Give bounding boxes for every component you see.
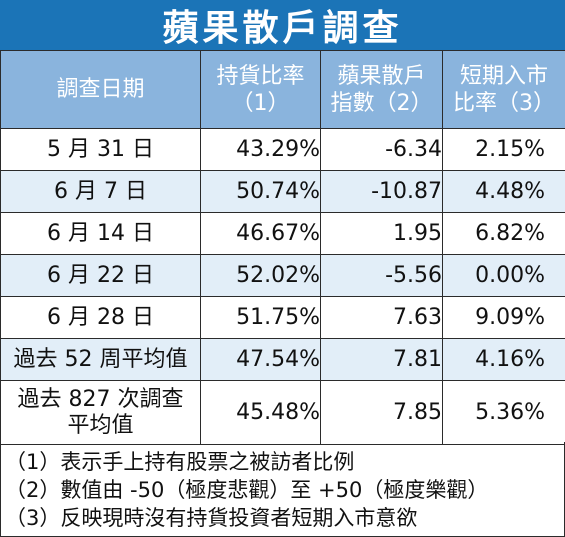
footnotes: （1）表示手上持有股票之被訪者比例 （2）數值由 -50（極度悲觀）至 +50（… — [0, 442, 565, 537]
row-holding: 47.54% — [200, 338, 321, 381]
row-index: 7.85 — [320, 380, 443, 445]
row-holding: 51.75% — [200, 296, 321, 339]
row-holding: 46.67% — [200, 212, 321, 255]
row-date: 6 月 14 日 — [0, 212, 201, 255]
header-holding-ratio: 持貨比率 （1） — [200, 50, 321, 129]
row-index: 7.63 — [320, 296, 443, 339]
header-survey-date: 調查日期 — [0, 50, 201, 129]
footnote: （2）數值由 -50（極度悲觀）至 +50（極度樂觀） — [5, 478, 489, 502]
row-index: -6.34 — [320, 128, 443, 171]
table-row: 5 月 31 日 43.29% -6.34 2.15% — [0, 128, 565, 171]
row-short-term: 6.82% — [442, 212, 565, 255]
header-retail-index: 蘋果散戶 指數（2） — [320, 50, 443, 129]
row-holding: 45.48% — [200, 380, 321, 445]
survey-table: 調查日期 持貨比率 （1） 蘋果散戶 指數（2） 短期入市 比率（3） 5 月 … — [0, 50, 565, 445]
row-short-term: 2.15% — [442, 128, 565, 171]
row-short-term: 5.36% — [442, 380, 565, 445]
row-holding: 50.74% — [200, 170, 321, 213]
table-row: 過去 52 周平均值 47.54% 7.81 4.16% — [0, 338, 565, 381]
row-date: 6 月 22 日 — [0, 254, 201, 297]
row-index: 1.95 — [320, 212, 443, 255]
row-short-term: 4.48% — [442, 170, 565, 213]
row-short-term: 4.16% — [442, 338, 565, 381]
row-holding: 43.29% — [200, 128, 321, 171]
header-short-term-ratio: 短期入市 比率（3） — [442, 50, 565, 129]
footnote: （1）表示手上持有股票之被訪者比例 — [5, 450, 355, 474]
footnote: （3）反映現時沒有持貨投資者短期入市意欲 — [5, 506, 418, 530]
row-index: 7.81 — [320, 338, 443, 381]
table-row: 過去 827 次調查 平均值 45.48% 7.85 5.36% — [0, 380, 565, 445]
row-date: 過去 827 次調查 平均值 — [0, 380, 201, 445]
row-date: 6 月 7 日 — [0, 170, 201, 213]
row-holding: 52.02% — [200, 254, 321, 297]
table-row: 6 月 14 日 46.67% 1.95 6.82% — [0, 212, 565, 255]
row-short-term: 0.00% — [442, 254, 565, 297]
row-date: 過去 52 周平均值 — [0, 338, 201, 381]
row-date: 5 月 31 日 — [0, 128, 201, 171]
table-row: 6 月 22 日 52.02% -5.56 0.00% — [0, 254, 565, 297]
row-index: -10.87 — [320, 170, 443, 213]
row-date: 6 月 28 日 — [0, 296, 201, 339]
table-row: 6 月 7 日 50.74% -10.87 4.48% — [0, 170, 565, 213]
row-index: -5.56 — [320, 254, 443, 297]
header-row: 調查日期 持貨比率 （1） 蘋果散戶 指數（2） 短期入市 比率（3） — [0, 50, 565, 129]
table-title: 蘋果散戶調查 — [0, 0, 565, 50]
table-row: 6 月 28 日 51.75% 7.63 9.09% — [0, 296, 565, 339]
row-short-term: 9.09% — [442, 296, 565, 339]
